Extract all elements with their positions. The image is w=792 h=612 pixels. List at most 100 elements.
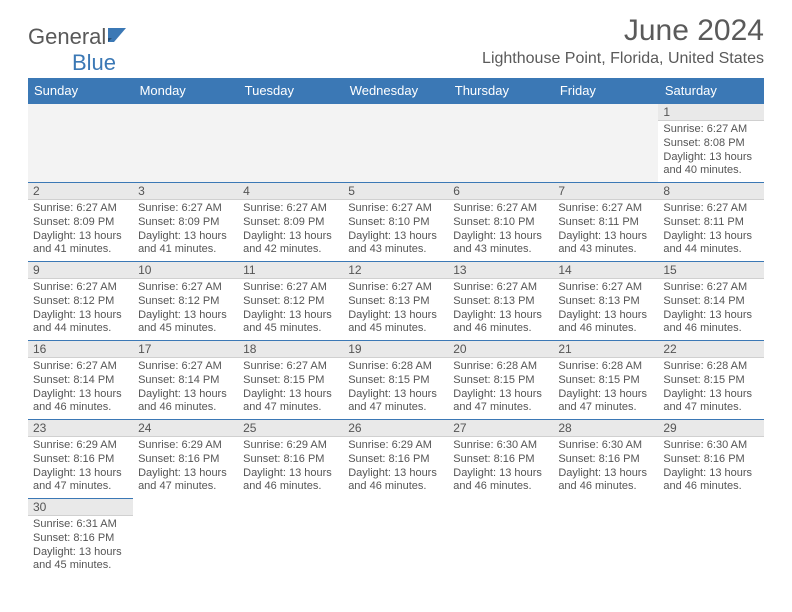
weekday-header: Saturday (658, 78, 763, 104)
calendar-day: 4Sunrise: 6:27 AMSunset: 8:09 PMDaylight… (238, 183, 343, 262)
sunrise-text: Sunrise: 6:27 AM (348, 281, 432, 293)
day-number: 28 (553, 420, 658, 437)
day-info: Sunrise: 6:29 AMSunset: 8:16 PMDaylight:… (238, 437, 343, 498)
day-number: 24 (133, 420, 238, 437)
calendar-empty (448, 104, 553, 183)
daylight-text: Daylight: 13 hours and 47 minutes. (348, 388, 437, 414)
sunset-text: Sunset: 8:09 PM (33, 216, 114, 228)
day-info: Sunrise: 6:30 AMSunset: 8:16 PMDaylight:… (448, 437, 553, 498)
daylight-text: Daylight: 13 hours and 47 minutes. (558, 388, 647, 414)
daylight-text: Daylight: 13 hours and 45 minutes. (243, 309, 332, 335)
calendar-day: 26Sunrise: 6:29 AMSunset: 8:16 PMDayligh… (343, 420, 448, 499)
calendar-day: 13Sunrise: 6:27 AMSunset: 8:13 PMDayligh… (448, 262, 553, 341)
calendar-row: 16Sunrise: 6:27 AMSunset: 8:14 PMDayligh… (28, 341, 764, 420)
weekday-header: Monday (133, 78, 238, 104)
calendar-row: 2Sunrise: 6:27 AMSunset: 8:09 PMDaylight… (28, 183, 764, 262)
sunrise-text: Sunrise: 6:27 AM (243, 202, 327, 214)
day-number: 12 (343, 262, 448, 279)
day-number: 10 (133, 262, 238, 279)
calendar-empty (343, 499, 448, 578)
sunset-text: Sunset: 8:15 PM (663, 374, 744, 386)
header: June 2024 Lighthouse Point, Florida, Uni… (482, 14, 764, 68)
calendar-empty (553, 499, 658, 578)
calendar-day: 24Sunrise: 6:29 AMSunset: 8:16 PMDayligh… (133, 420, 238, 499)
day-number: 21 (553, 341, 658, 358)
daylight-text: Daylight: 13 hours and 40 minutes. (663, 151, 752, 177)
sunrise-text: Sunrise: 6:27 AM (663, 123, 747, 135)
sunrise-text: Sunrise: 6:27 AM (453, 281, 537, 293)
sunset-text: Sunset: 8:15 PM (243, 374, 324, 386)
calendar-empty (553, 104, 658, 183)
calendar-day: 22Sunrise: 6:28 AMSunset: 8:15 PMDayligh… (658, 341, 763, 420)
calendar-day: 17Sunrise: 6:27 AMSunset: 8:14 PMDayligh… (133, 341, 238, 420)
sunrise-text: Sunrise: 6:28 AM (558, 360, 642, 372)
calendar-day: 29Sunrise: 6:30 AMSunset: 8:16 PMDayligh… (658, 420, 763, 499)
sunset-text: Sunset: 8:12 PM (33, 295, 114, 307)
day-number: 23 (28, 420, 133, 437)
daylight-text: Daylight: 13 hours and 44 minutes. (33, 309, 122, 335)
day-number: 30 (28, 499, 133, 516)
sunrise-text: Sunrise: 6:27 AM (33, 360, 117, 372)
sunset-text: Sunset: 8:16 PM (243, 453, 324, 465)
day-info: Sunrise: 6:27 AM Sunset: 8:12 PM Daylight:… (28, 279, 133, 340)
sunrise-text: Sunrise: 6:27 AM (558, 281, 642, 293)
sunset-text: Sunset: 8:16 PM (138, 453, 219, 465)
day-number: 9 (28, 262, 133, 279)
daylight-text: Daylight: 13 hours and 43 minutes. (558, 230, 647, 256)
day-number: 15 (658, 262, 763, 279)
calendar-day: 16Sunrise: 6:27 AMSunset: 8:14 PMDayligh… (28, 341, 133, 420)
calendar-body: 1Sunrise: 6:27 AMSunset: 8:08 PMDaylight… (28, 104, 764, 578)
sunrise-text: Sunrise: 6:27 AM (33, 202, 117, 214)
day-info: Sunrise: 6:27 AMSunset: 8:12 PMDaylight:… (133, 279, 238, 340)
sunrise-text: Sunrise: 6:27 AM (348, 202, 432, 214)
flag-icon (108, 24, 130, 50)
day-number: 26 (343, 420, 448, 437)
day-info: Sunrise: 6:27 AMSunset: 8:08 PMDaylight:… (658, 121, 763, 182)
sunrise-text: Sunrise: 6:27 AM (138, 202, 222, 214)
daylight-text: Daylight: 13 hours and 45 minutes. (33, 546, 122, 572)
day-number: 4 (238, 183, 343, 200)
day-info: Sunrise: 6:27 AMSunset: 8:13 PMDaylight:… (448, 279, 553, 340)
calendar-empty (28, 104, 133, 183)
day-number: 8 (658, 183, 763, 200)
calendar-empty (133, 499, 238, 578)
day-info: Sunrise: 6:27 AMSunset: 8:13 PMDaylight:… (343, 279, 448, 340)
day-number: 14 (553, 262, 658, 279)
day-number: 7 (553, 183, 658, 200)
sunset-text: Sunset: 8:13 PM (348, 295, 429, 307)
day-number: 25 (238, 420, 343, 437)
sunset-text: Sunset: 8:16 PM (663, 453, 744, 465)
daylight-text: Daylight: 13 hours and 44 minutes. (663, 230, 752, 256)
sunrise-text: Sunrise: 6:28 AM (663, 360, 747, 372)
day-info: Sunrise: 6:27 AMSunset: 8:14 PMDaylight:… (658, 279, 763, 340)
daylight-text: Daylight: 13 hours and 46 minutes. (138, 388, 227, 414)
logo: GeneralBlue (28, 24, 130, 76)
daylight-text: Daylight: 13 hours and 46 minutes. (558, 467, 647, 493)
day-number: 13 (448, 262, 553, 279)
daylight-text: Daylight: 13 hours and 43 minutes. (453, 230, 542, 256)
sunset-text: Sunset: 8:15 PM (453, 374, 534, 386)
sunrise-text: Sunrise: 6:27 AM (558, 202, 642, 214)
day-number: 3 (133, 183, 238, 200)
sunrise-text: Sunrise: 6:27 AM (33, 281, 117, 293)
sunrise-text: Sunrise: 6:30 AM (453, 439, 537, 451)
sunset-text: Sunset: 8:11 PM (558, 216, 639, 228)
sunset-text: Sunset: 8:15 PM (348, 374, 429, 386)
daylight-text: Daylight: 13 hours and 41 minutes. (138, 230, 227, 256)
calendar-day: 14Sunrise: 6:27 AMSunset: 8:13 PMDayligh… (553, 262, 658, 341)
weekday-header: Thursday (448, 78, 553, 104)
calendar-day: 18Sunrise: 6:27 AMSunset: 8:15 PMDayligh… (238, 341, 343, 420)
sunrise-text: Sunrise: 6:28 AM (348, 360, 432, 372)
day-info: Sunrise: 6:27 AMSunset: 8:13 PMDaylight:… (553, 279, 658, 340)
day-info: Sunrise: 6:27 AMSunset: 8:14 PMDaylight:… (28, 358, 133, 419)
daylight-text: Daylight: 13 hours and 42 minutes. (243, 230, 332, 256)
day-number: 22 (658, 341, 763, 358)
day-number: 5 (343, 183, 448, 200)
daylight-text: Daylight: 13 hours and 46 minutes. (243, 467, 332, 493)
sunset-text: Sunset: 8:12 PM (243, 295, 324, 307)
calendar-day: 7 Sunrise: 6:27 AM Sunset: 8:11 PM Daylight… (553, 183, 658, 262)
calendar-empty (238, 499, 343, 578)
sunset-text: Sunset: 8:10 PM (348, 216, 429, 228)
daylight-text: Daylight: 13 hours and 47 minutes. (243, 388, 332, 414)
sunrise-text: Sunrise: 6:28 AM (453, 360, 537, 372)
